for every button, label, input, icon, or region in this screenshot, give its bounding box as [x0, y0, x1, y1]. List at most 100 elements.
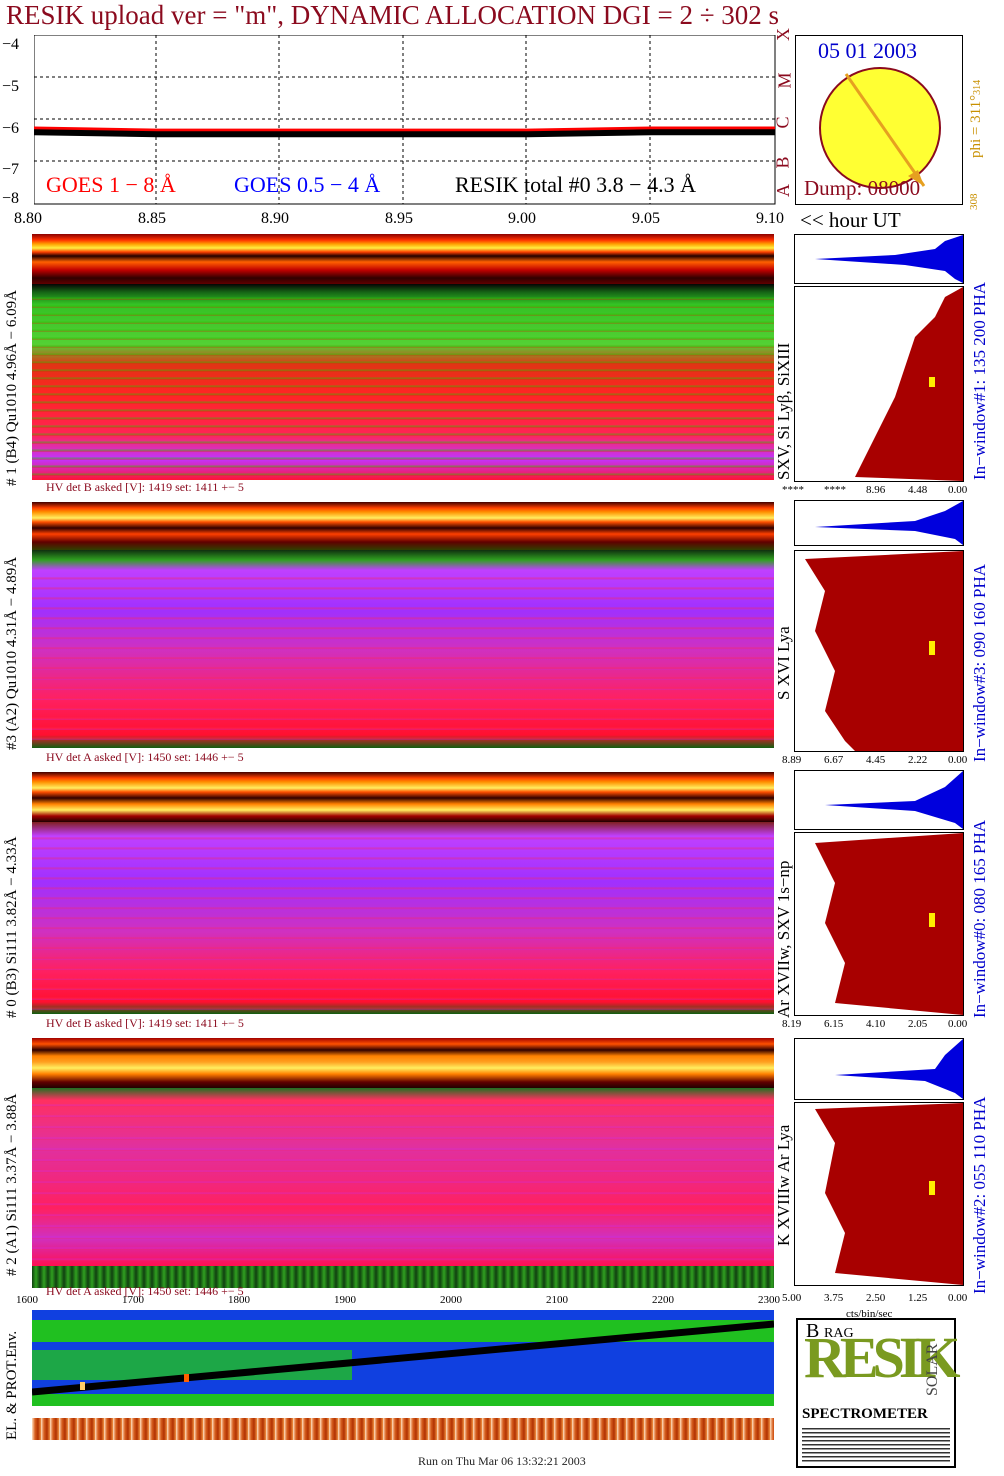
goes-1-8-series	[34, 126, 775, 132]
channel-3-line-label: S XVI Lya	[774, 626, 793, 700]
channel-2-bottom-grid	[32, 1266, 774, 1288]
time-tick: 9.05	[632, 210, 660, 227]
page-title: RESIK upload ver = "m", DYNAMIC ALLOCATI…	[6, 0, 780, 30]
channel-0-hist-top	[794, 770, 964, 830]
resik-total-series	[34, 129, 775, 138]
channel-1-panel: # 1 (B4) Qu1010 4.96Å − 6.09Å SXV, Si Ly…	[0, 232, 1004, 500]
channel-1-hist-ticks: **** **** 8.96 4.48 0.00	[782, 484, 972, 500]
channel-2-hv-note: HV det A asked [V]: 1450 set: 1446 +− 5	[46, 1284, 244, 1298]
channel-0-line-label: Ar XVIIw, SXV 1s−np	[774, 860, 793, 1018]
legend-resik-total: RESIK total #0 3.8 − 4.3 Å	[455, 172, 696, 197]
time-tick: 8.90	[261, 210, 289, 227]
channel-1-hist-top	[794, 234, 964, 284]
channel-0-hist-ticks: 8.19 6.15 4.10 2.05 0.00	[782, 1018, 972, 1034]
channel-0-spectrogram	[32, 822, 774, 1014]
hist-tick: ****	[782, 484, 804, 496]
channel-2-hist-shape	[815, 1103, 963, 1285]
channel-3-spectrogram	[32, 550, 774, 748]
channel-0-top-strip	[32, 772, 774, 822]
hist-tick: 4.48	[908, 484, 928, 496]
legend-goes-1-8: GOES 1 − 8 Å	[46, 172, 176, 197]
time-tick: 8.95	[385, 210, 413, 227]
hist-tick: ****	[824, 484, 846, 496]
channel-3-hist-top-shape	[815, 501, 963, 545]
goes-class-b: B	[772, 156, 793, 169]
env-tick: 1800	[228, 1294, 250, 1306]
hist-tick: 0.00	[948, 1292, 968, 1304]
hist-tick: 2.22	[908, 754, 928, 766]
channel-3-hv-note: HV det A asked [V]: 1450 set: 1446 +− 5	[46, 750, 244, 764]
time-tick: 8.85	[138, 210, 166, 227]
time-tick: 8.80	[14, 210, 42, 227]
y-tick: −6	[2, 120, 20, 137]
env-tick: 2200	[652, 1294, 674, 1306]
env-tick: 1700	[122, 1294, 144, 1306]
resik-logo: RESIK B RAG SOLAR SPECTROMETER	[796, 1318, 960, 1468]
channel-1-label: # 1 (B4) Qu1010 4.96Å − 6.09Å	[4, 290, 20, 486]
env-tick: 1900	[334, 1294, 356, 1306]
channel-2-stripes	[32, 1096, 774, 1266]
run-timestamp: Run on Thu Mar 06 13:32:21 2003	[418, 1454, 586, 1468]
goes-class-m: M	[774, 72, 795, 89]
phi-label: phi = 311°314	[968, 80, 985, 158]
dump-label: Dump: 08000	[804, 176, 921, 200]
channel-2-hist-ticks: 5.00 3.75 2.50 1.25 0.00	[782, 1292, 972, 1308]
hist-tick: 8.96	[866, 484, 886, 496]
time-unit-label: << hour UT	[800, 208, 901, 232]
channel-1-hv-note: HV det B asked [V]: 1419 set: 1411 +− 5	[46, 480, 244, 494]
hist-tick: 6.67	[824, 754, 844, 766]
channel-0-window-label: In−window#0: 080 165 PHA	[970, 819, 989, 1018]
env-color-bar	[32, 1418, 774, 1440]
channel-3-window-label: In−window#3: 090 160 PHA	[970, 563, 989, 762]
logo-big-letters: RESIK	[804, 1325, 960, 1390]
channel-0-hist	[794, 832, 964, 1016]
hist-tick: 0.00	[948, 484, 968, 496]
channel-1-window-label: In−window#1: 135 200 PHA	[970, 281, 989, 480]
channel-3-hist-top	[794, 500, 964, 546]
channel-2-top-strip	[32, 1038, 774, 1088]
time-tick: 9.10	[756, 210, 784, 227]
channel-3-panel: #3 (A2) Qu1010 4.31Å − 4.89Å S XVI Lya H…	[0, 500, 1004, 768]
channel-2-label: # 2 (A1) Si111 3.37Å − 3.88Å	[4, 1093, 20, 1276]
hist-tick: 8.19	[782, 1018, 802, 1030]
y-tick: −4	[2, 36, 20, 53]
channel-3-hist-ticks: 8.89 6.67 4.45 2.22 0.00	[782, 754, 972, 770]
goes-lightcurve-chart	[34, 35, 776, 205]
channel-1-hist	[794, 286, 964, 482]
channel-2-hist-top-shape	[835, 1039, 963, 1099]
time-tick: 9.00	[508, 210, 536, 227]
hist-tick: 0.00	[948, 1018, 968, 1030]
channel-2-line-label: K XVIIIw Ar Lya	[774, 1124, 793, 1246]
sun-date: 05 01 2003	[818, 38, 917, 63]
channel-2-hist-top	[794, 1038, 964, 1100]
channel-3-stripes	[32, 570, 774, 746]
channel-0-hist-shape	[815, 833, 963, 1015]
env-tick: 2000	[440, 1294, 462, 1306]
env-label: EL. & PROT.Env.	[4, 1330, 20, 1440]
logo-small-a: B	[806, 1320, 820, 1342]
hist-tick: 1.25	[908, 1292, 928, 1304]
channel-1-hist-top-shape	[815, 235, 963, 283]
logo-small-c: SOLAR	[924, 1343, 941, 1396]
hist-tick: 2.50	[866, 1292, 886, 1304]
y-tick: −7	[2, 161, 20, 178]
channel-0-label: # 0 (B3) Si111 3.82Å − 4.33Å	[4, 836, 20, 1018]
sun-disk	[819, 67, 941, 189]
legend-goes-05-4: GOES 0.5 − 4 Å	[234, 172, 381, 197]
goes-class-c: C	[772, 116, 793, 129]
channel-1-line-label: SXV, Si Lyβ, SiXIII	[774, 342, 793, 480]
hist-tick: 6.15	[824, 1018, 844, 1030]
channel-2-hist	[794, 1102, 964, 1286]
sun-position-panel: 05 01 2003 Dump: 08000	[795, 35, 963, 205]
hist-tick: 5.00	[782, 1292, 802, 1304]
hist-tick: 0.00	[948, 754, 968, 766]
env-tick: 2300	[758, 1294, 780, 1306]
logo-small-b: RAG	[824, 1326, 854, 1341]
channel-0-hv-note: HV det B asked [V]: 1419 set: 1411 +− 5	[46, 1016, 244, 1030]
channel-0-stripes	[32, 830, 774, 1012]
goes-class-x: X	[773, 28, 793, 41]
env-tick: 2100	[546, 1294, 568, 1306]
logo-bottom-text: SPECTROMETER	[802, 1406, 928, 1422]
env-x-axis: 1600 1700 1800 1900 2000 2100 2200 2300	[0, 1292, 800, 1310]
channel-3-hist-shape	[805, 551, 963, 751]
